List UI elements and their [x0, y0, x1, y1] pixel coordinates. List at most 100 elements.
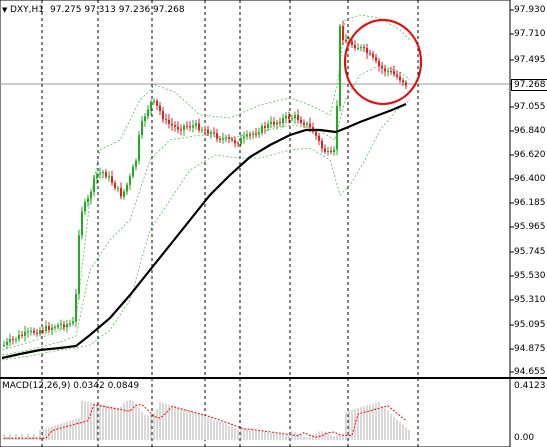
candle-body — [66, 324, 68, 328]
candle-body — [222, 138, 224, 140]
candle-body — [267, 123, 269, 128]
candle-body — [405, 82, 407, 86]
candle-body — [225, 137, 227, 139]
candle-body — [258, 132, 260, 135]
candle-body — [321, 140, 323, 149]
price-tick-label: 96.840 — [514, 126, 546, 136]
vertical-grid — [41, 0, 419, 447]
candle-body — [264, 125, 266, 128]
candle-body — [105, 172, 107, 177]
price-tick-label: 97.495 — [514, 55, 546, 65]
candle-body — [270, 121, 272, 124]
candle-body — [18, 334, 20, 340]
candle-body — [234, 140, 236, 144]
candle-body — [183, 126, 185, 130]
candle-body — [315, 131, 317, 136]
candle-body — [288, 115, 290, 120]
candle-body — [186, 126, 188, 128]
candle-body — [255, 133, 257, 135]
candle-body — [189, 126, 191, 128]
macd-tick-label: 0.00 — [514, 433, 535, 443]
candle-body — [147, 109, 149, 117]
candle-body — [39, 330, 41, 334]
candle-body — [99, 173, 101, 175]
candle-body — [90, 192, 92, 199]
candle-body — [6, 341, 8, 345]
candle-body — [366, 48, 368, 54]
candle-body — [135, 160, 137, 167]
macd-histogram — [3, 400, 410, 440]
candle-body — [162, 111, 164, 120]
price-tick-label: 95.530 — [514, 271, 546, 281]
candle-body — [51, 327, 53, 331]
candle-body — [393, 71, 395, 75]
price-tick-label: 96.185 — [514, 198, 546, 208]
price-tick-label: 95.095 — [514, 320, 546, 330]
candle-body — [240, 138, 242, 144]
highlight-circle — [343, 18, 423, 106]
chart-icon: ▼ — [2, 6, 8, 14]
candle-body — [15, 339, 17, 341]
candle-body — [45, 325, 47, 331]
candle-body — [273, 121, 275, 125]
candle-body — [390, 71, 392, 73]
candle-body — [198, 123, 200, 131]
candle-body — [156, 100, 158, 106]
candle-body — [42, 330, 44, 332]
candle-body — [69, 323, 71, 325]
candle-body — [342, 26, 344, 40]
candle-body — [171, 123, 173, 126]
candle-body — [60, 324, 62, 326]
candle-body — [96, 174, 98, 179]
candle-body — [384, 68, 386, 72]
candle-body — [381, 66, 383, 69]
candle-body — [285, 115, 287, 119]
price-tick-label: 96.400 — [514, 174, 546, 184]
macd-header: MACD(12,26,9) 0.0342 0.0849 — [2, 381, 140, 391]
candle-body — [360, 47, 362, 49]
candle-body — [174, 125, 176, 127]
candle-body — [276, 122, 278, 125]
candle-body — [207, 129, 209, 134]
candle-body — [126, 184, 128, 192]
candle-body — [63, 324, 65, 328]
band-line — [1, 99, 411, 361]
candle-body — [375, 57, 377, 62]
candle-body — [231, 139, 233, 141]
candle-body — [345, 39, 347, 42]
candle-body — [93, 178, 95, 193]
candle-body — [150, 101, 152, 110]
candle-body — [363, 47, 365, 49]
candle-body — [81, 211, 83, 236]
candle-body — [318, 135, 320, 141]
candle-body — [396, 74, 398, 77]
candle-body — [306, 123, 308, 125]
candle-body — [27, 331, 29, 333]
candle-body — [87, 198, 89, 203]
candle-body — [48, 325, 50, 331]
candle-body — [369, 53, 371, 55]
candle-body — [111, 176, 113, 183]
candle-body — [117, 187, 119, 189]
candle-body — [177, 126, 179, 130]
candle-body — [297, 114, 299, 120]
candle-body — [123, 191, 125, 197]
candle-body — [243, 136, 245, 139]
moving-average-line — [1, 102, 407, 360]
candle-body — [246, 134, 248, 137]
ohlc-values: 97.275 97.313 97.236 97.268 — [50, 5, 185, 15]
candle-body — [192, 125, 194, 128]
candle-body — [279, 122, 281, 124]
candle-body — [333, 149, 335, 153]
candle-body — [336, 106, 338, 150]
candle-body — [357, 48, 359, 50]
candle-body — [132, 166, 134, 177]
candle-body — [372, 53, 374, 58]
price-tick-label: 95.310 — [514, 295, 546, 305]
candle-body — [141, 121, 143, 136]
candle-body — [309, 123, 311, 128]
candle-body — [252, 133, 254, 135]
candle-body — [387, 71, 389, 73]
candle-body — [54, 327, 56, 329]
